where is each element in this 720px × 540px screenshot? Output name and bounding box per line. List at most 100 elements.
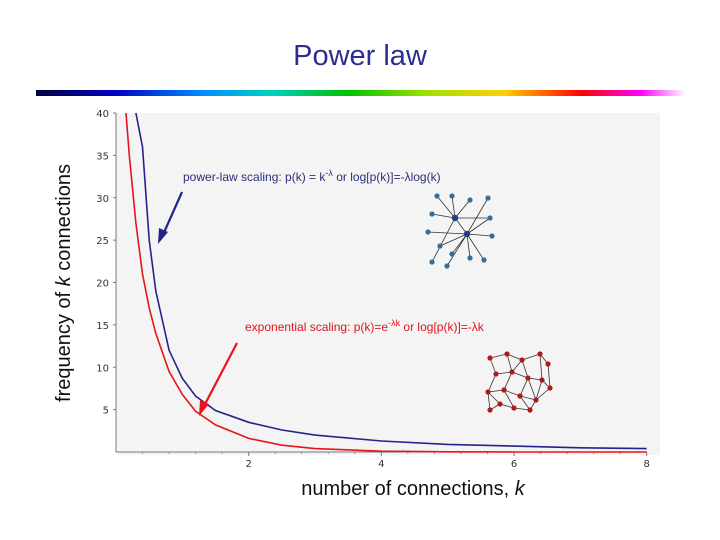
network-link xyxy=(495,371,513,375)
network-node xyxy=(449,251,455,257)
y-tick-label: 30 xyxy=(96,194,109,205)
network-link xyxy=(454,199,471,219)
network-link xyxy=(539,353,543,381)
network-link xyxy=(431,213,456,219)
network-link xyxy=(503,389,521,397)
network-node xyxy=(425,229,431,235)
network-node xyxy=(489,233,495,239)
network-link xyxy=(489,357,497,375)
x-axis-label: number of connections, k xyxy=(301,478,525,500)
network-node xyxy=(527,407,533,413)
network-node xyxy=(537,351,543,357)
network-link xyxy=(527,377,537,401)
network-node xyxy=(481,257,487,263)
network-link xyxy=(454,217,468,235)
network-node xyxy=(487,407,493,413)
network-node xyxy=(449,193,455,199)
network-link xyxy=(511,359,523,373)
network-node xyxy=(429,211,435,217)
network-node xyxy=(497,401,503,407)
y-axis-label-text2: connections xyxy=(53,164,75,276)
power-law-formula-log: or log[p(k)]=-λlog(k) xyxy=(333,170,441,184)
y-tick-label: 40 xyxy=(96,109,109,120)
network-link xyxy=(451,195,456,219)
network-node xyxy=(429,259,435,265)
x-tick-label: 8 xyxy=(644,459,650,470)
plot-area xyxy=(116,113,660,455)
x-tick-label: 6 xyxy=(511,459,517,470)
network-link xyxy=(506,353,523,361)
power-series-line xyxy=(135,112,647,450)
network-node xyxy=(493,371,499,377)
power-law-annotation: power-law scaling: p(k) = k-λ or log[p(k… xyxy=(183,168,441,184)
network-link xyxy=(466,233,493,237)
network-node xyxy=(533,397,539,403)
network-node xyxy=(545,361,551,367)
y-tick-label: 20 xyxy=(96,279,109,290)
network-node xyxy=(525,375,531,381)
network-link xyxy=(519,395,531,411)
network-node xyxy=(517,393,523,399)
network-link xyxy=(503,389,515,409)
x-axis-label-k: k xyxy=(515,478,526,500)
network-link xyxy=(487,391,501,405)
network-link xyxy=(535,379,543,401)
network-link xyxy=(487,391,491,411)
exponential-arrow xyxy=(202,342,238,409)
x-tick-label: 2 xyxy=(245,459,251,470)
power-law-arrow xyxy=(160,191,184,238)
y-tick-label: 25 xyxy=(96,236,109,247)
x-tick-label: 4 xyxy=(378,459,384,470)
network-link xyxy=(466,233,471,259)
network-link xyxy=(513,407,531,411)
network-node xyxy=(509,369,515,375)
network-link xyxy=(521,359,529,379)
network-node xyxy=(501,387,507,393)
network-link xyxy=(487,373,497,393)
network-link xyxy=(503,371,513,391)
network-node xyxy=(547,385,553,391)
network-link xyxy=(466,233,485,261)
network-link xyxy=(521,353,541,361)
network-link xyxy=(431,217,456,263)
network-link xyxy=(506,353,513,373)
y-tick-label: 35 xyxy=(96,151,109,162)
exponential-annotation: exponential scaling: p(k)=e-λk or log[p(… xyxy=(245,318,485,334)
page-title: Power law xyxy=(293,40,427,72)
network-link xyxy=(466,197,489,235)
network-node xyxy=(467,255,473,261)
y-tick-label: 15 xyxy=(96,321,109,332)
network-hub xyxy=(451,214,459,222)
network-node xyxy=(487,215,493,221)
network-node xyxy=(511,405,517,411)
power-law-formula-exponent: -λ xyxy=(325,168,333,178)
network-node xyxy=(539,377,545,383)
y-axis-label: frequency of k connections xyxy=(53,164,75,402)
rainbow-divider xyxy=(36,90,686,96)
network-node xyxy=(467,197,473,203)
network-link xyxy=(487,389,505,393)
exponential-arrowhead xyxy=(199,400,209,416)
exponential-formula-exponent: -λk xyxy=(388,318,400,328)
network-link xyxy=(519,377,529,397)
network-link xyxy=(436,195,456,219)
y-tick-label: 10 xyxy=(96,363,109,374)
network-link xyxy=(547,363,551,389)
network-node xyxy=(485,389,491,395)
exponential-formula-log: or log[p(k)]=-λk xyxy=(400,320,485,334)
y-axis-label-text1: frequency of xyxy=(53,286,75,402)
network-node xyxy=(485,195,491,201)
tick-labels: 2 4 6 8 5 10 15 20 25 30 35 40 xyxy=(96,109,650,470)
network-node xyxy=(434,193,440,199)
exponential-series-line xyxy=(125,112,647,453)
scale-free-network-icon xyxy=(425,193,495,269)
network-node xyxy=(444,263,450,269)
network-hub xyxy=(463,230,471,238)
network-node xyxy=(519,357,525,363)
network-link xyxy=(489,353,508,359)
exponential-formula-main: exponential scaling: p(k)=e xyxy=(245,320,388,334)
network-link xyxy=(535,387,551,401)
network-link xyxy=(439,233,468,247)
network-node xyxy=(504,351,510,357)
